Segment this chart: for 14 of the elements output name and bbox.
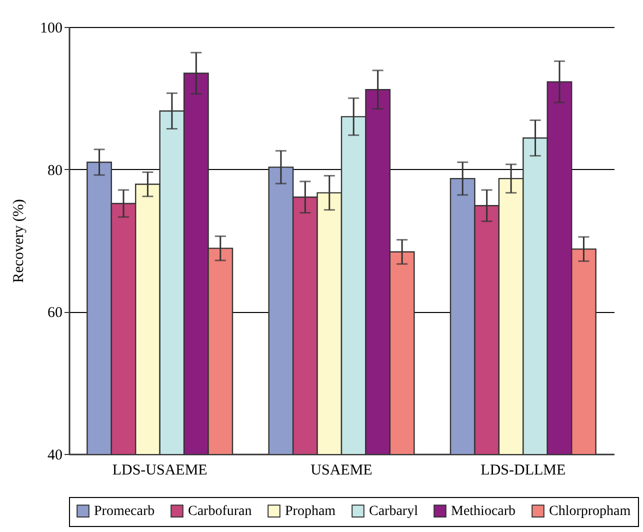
legend-label: Chlorpropham bbox=[549, 504, 631, 520]
legend-label: Methiocarb bbox=[451, 504, 516, 520]
y-tick-label: 100 bbox=[40, 20, 62, 36]
y-axis-title: Recovery (%) bbox=[11, 199, 27, 283]
y-tick-label: 80 bbox=[48, 162, 62, 179]
legend-label: Carbofuran bbox=[188, 504, 252, 520]
legend-label: Carbaryl bbox=[369, 504, 418, 520]
y-tick-label: 40 bbox=[48, 448, 62, 464]
legend-label: Promecarb bbox=[94, 504, 155, 520]
x-tick-label: LDS-DLLME bbox=[480, 462, 566, 478]
x-tick-label: USAEME bbox=[310, 462, 372, 478]
legend-label: Propham bbox=[285, 504, 336, 520]
x-tick-label: LDS-USAEME bbox=[112, 462, 208, 478]
y-tick-label: 60 bbox=[48, 305, 62, 322]
